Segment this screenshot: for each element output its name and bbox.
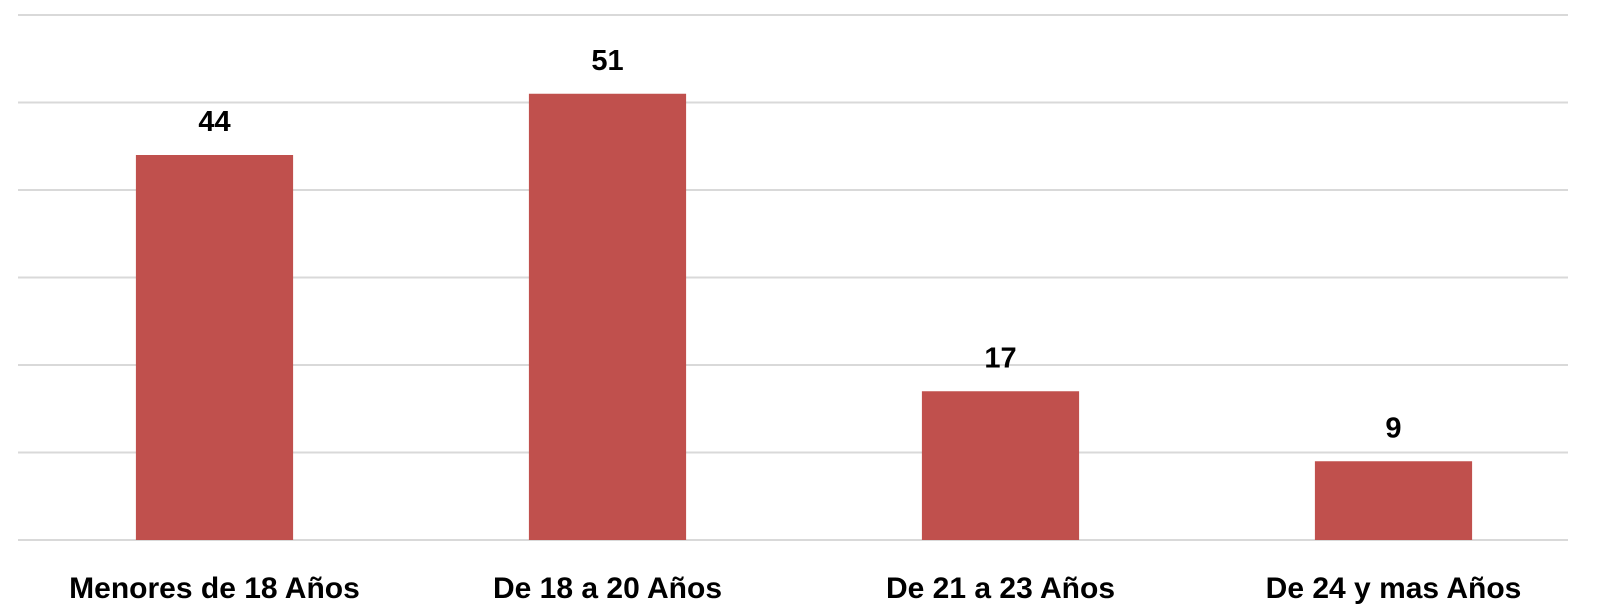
data-label: 51 [591, 45, 623, 77]
bar [135, 155, 294, 540]
x-tick-label: De 24 y mas Años [1266, 572, 1522, 605]
x-tick-label: Menores de 18 Años [69, 572, 360, 605]
data-label: 44 [198, 106, 230, 138]
bar [528, 93, 687, 540]
data-label: 17 [984, 342, 1016, 374]
x-tick-label: De 18 a 20 Años [493, 572, 722, 605]
data-label: 9 [1385, 412, 1401, 444]
bar [921, 391, 1080, 540]
x-tick-label: De 21 a 23 Años [886, 572, 1115, 605]
bar [1314, 461, 1473, 540]
